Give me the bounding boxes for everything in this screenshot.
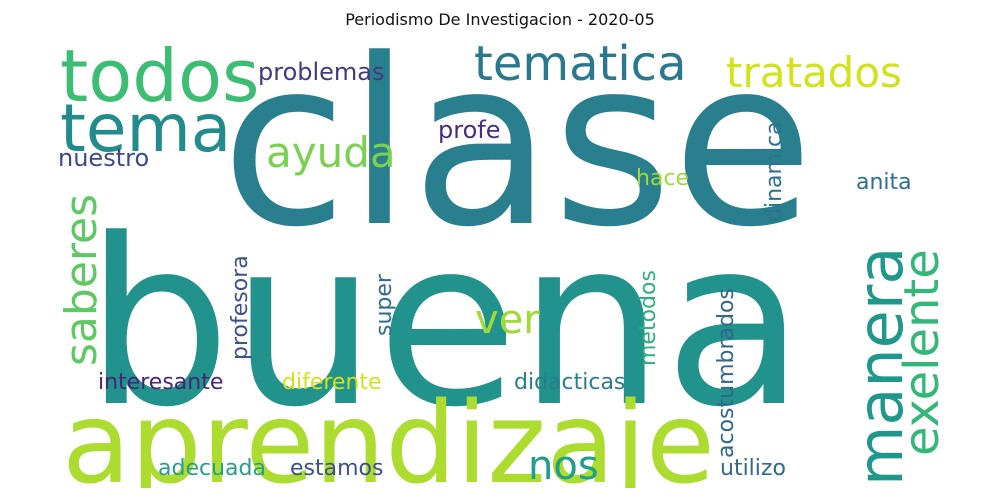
word-super: super — [372, 274, 397, 336]
word-buena: buena — [85, 191, 805, 458]
word-nuestro: nuestro — [58, 144, 150, 172]
word-dinamica: dinamica — [762, 121, 787, 222]
word-exelente: exelente — [894, 249, 950, 456]
word-hace: hace — [636, 166, 690, 191]
word-acostumbrados: acostumbrados — [714, 288, 739, 458]
word-saberes: saberes — [56, 193, 107, 366]
word-metodos: metodos — [636, 270, 661, 366]
word-tematica: tematica — [474, 38, 687, 92]
word-nos: nos — [528, 443, 599, 488]
word-problemas: problemas — [258, 58, 385, 86]
word-tema: tema — [60, 90, 232, 167]
word-didacticas: didacticas — [514, 370, 626, 395]
word-interesante: interesante — [98, 370, 224, 395]
word-aprendizaje: aprendizaje — [62, 379, 715, 488]
word-profesora: profesora — [228, 255, 253, 360]
word-diferente: diferente — [282, 370, 382, 395]
word-todos: todos — [60, 38, 260, 118]
word-ver: ver — [475, 297, 540, 343]
word-tratados: tratados — [726, 48, 902, 97]
chart-title: Periodismo De Investigacion - 2020-05 — [345, 10, 655, 29]
word-utilizo: utilizo — [720, 456, 786, 481]
word-adecuada: adecuada — [158, 456, 266, 481]
word-profe: profe — [438, 116, 501, 144]
word-ayuda: ayuda — [266, 128, 396, 177]
word-estamos: estamos — [290, 456, 384, 481]
word-clase: clase — [221, 38, 814, 278]
word-cloud: clase buena aprendizaje todos tema temat… — [50, 38, 950, 488]
word-anita: anita — [856, 170, 912, 195]
